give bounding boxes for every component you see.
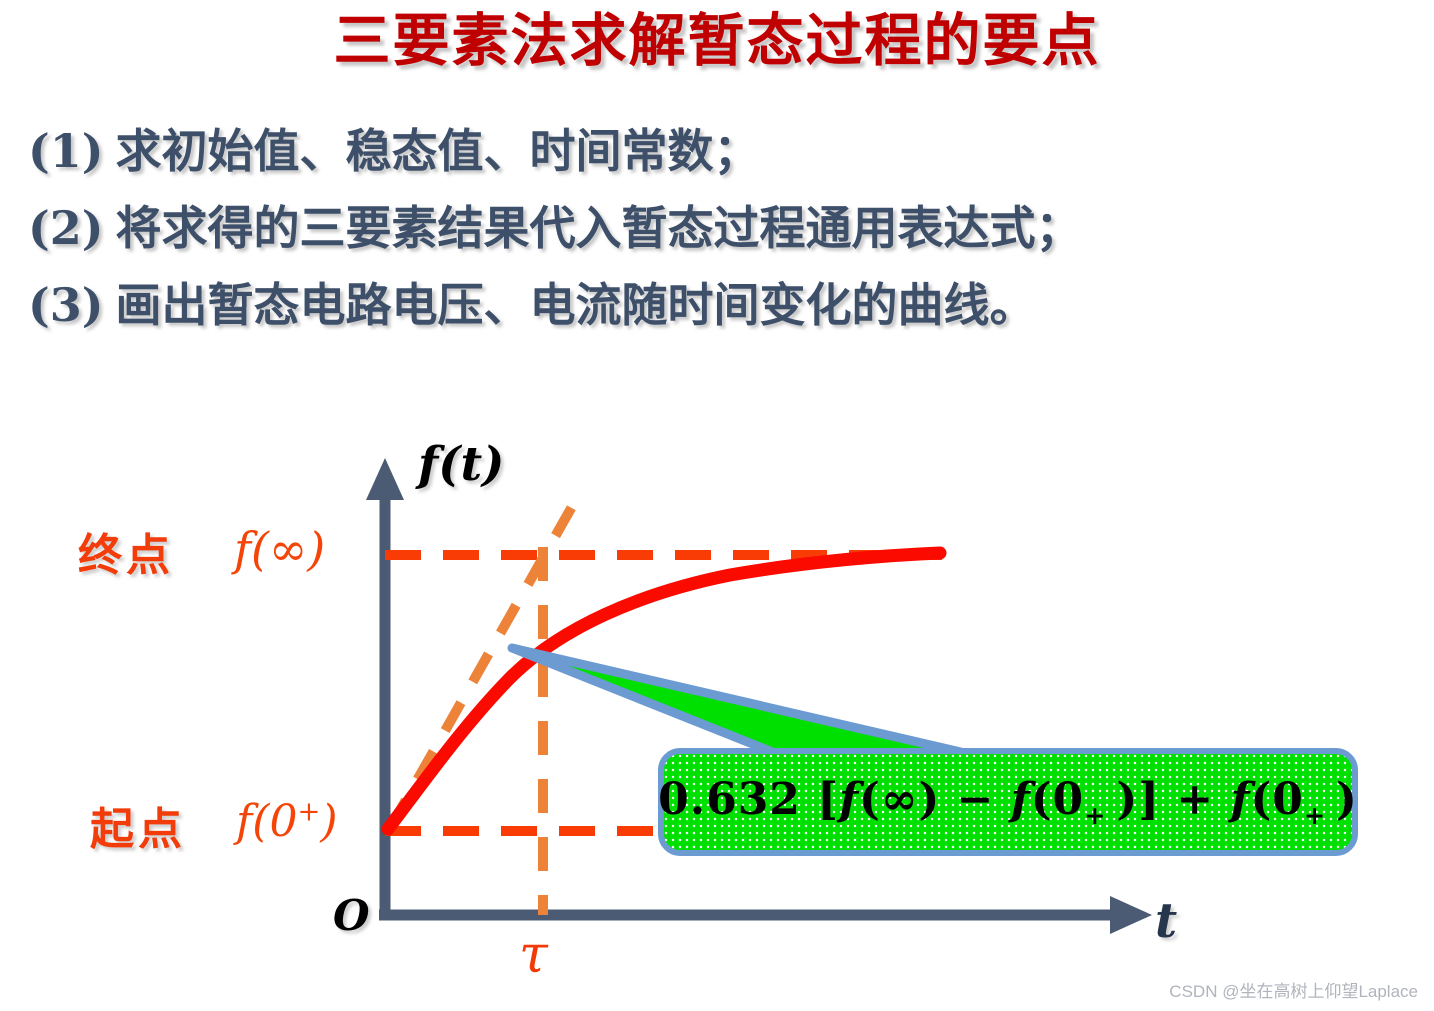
x-axis: [379, 896, 1152, 934]
list-item-marker: (1): [28, 124, 104, 178]
origin-label: O: [333, 891, 370, 940]
list-item-marker: (2): [28, 201, 104, 255]
initial-value-base: f(0: [236, 796, 298, 847]
watermark: CSDN @坐在高树上仰望Laplace: [1169, 982, 1418, 1001]
list-item: (1) 求初始值、稳态值、时间常数；: [28, 128, 1418, 174]
list-item-marker: (3): [28, 278, 104, 332]
transient-response-chart: 0.632 [f(∞) − f(0+ )] + f(0+ ) f(t) t O …: [0, 415, 1434, 985]
initial-value-superscript: +: [297, 796, 321, 828]
start-point-annotation: 起点: [90, 804, 186, 855]
formula-callout-box: 0.632 [f(∞) − f(0+ )] + f(0+ ): [658, 748, 1358, 856]
list-item: (2) 将求得的三要素结果代入暂态过程通用表达式；: [28, 205, 1418, 251]
response-curve: [381, 546, 947, 836]
formula-text: 0.632 [f(∞) − f(0+ )] + f(0+ ): [658, 773, 1358, 831]
initial-value-label: f(0+): [236, 796, 337, 847]
x-axis-label: t: [1155, 893, 1178, 949]
callout-tail: [507, 643, 970, 760]
list-item: (3) 画出暂态电路电压、电流随时间变化的曲线。: [28, 282, 1418, 328]
y-axis-label: f(t): [418, 437, 505, 492]
final-value-label: f(∞): [234, 522, 326, 576]
page-title: 三要素法求解暂态过程的要点: [333, 7, 1101, 74]
end-point-annotation: 终点: [78, 530, 174, 581]
y-axis: [366, 458, 404, 917]
initial-value-close-paren: ): [320, 796, 338, 847]
list-item-text: 求初始值、稳态值、时间常数；: [115, 124, 760, 178]
list-item-text: 将求得的三要素结果代入暂态过程通用表达式；: [115, 201, 1082, 255]
tau-tick-label: τ: [519, 925, 548, 985]
chart-graphics: [366, 458, 1152, 934]
initial-tangent-dashed-line: [385, 493, 583, 831]
list-item-text: 画出暂态电路电压、电流随时间变化的曲线。: [115, 278, 1036, 332]
bullet-list: (1) 求初始值、稳态值、时间常数； (2) 将求得的三要素结果代入暂态过程通用…: [28, 128, 1418, 359]
